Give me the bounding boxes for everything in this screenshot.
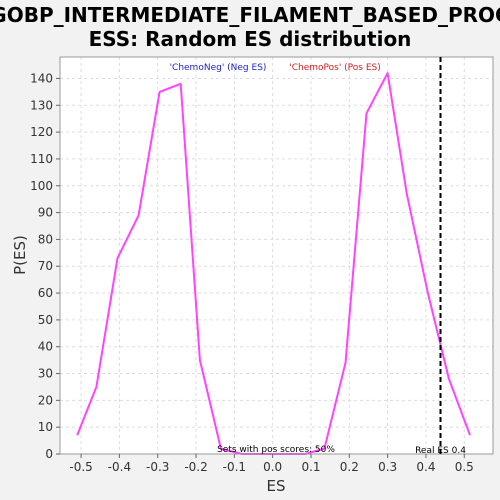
legend-entry-pos: 'ChemoPos' (Pos ES)	[289, 63, 381, 73]
x-tick-label: -0.1	[223, 460, 246, 474]
y-tick-label: 90	[38, 206, 53, 220]
x-tick-label: 0.3	[378, 460, 397, 474]
y-axis-label: P(ES)	[11, 235, 29, 275]
x-tick-label: -0.5	[69, 460, 92, 474]
x-tick-label: 0.1	[301, 460, 320, 474]
y-tick-label: 120	[30, 125, 53, 139]
legend-entry-neg: 'ChemoNeg' (Neg ES)	[170, 63, 267, 73]
pos-scores-annotation: Sets with pos scores: 50%	[217, 445, 335, 455]
y-tick-label: 10	[38, 420, 53, 434]
y-tick-label: 50	[38, 313, 53, 327]
x-tick-label: 0.0	[263, 460, 282, 474]
y-tick-label: 20	[38, 393, 53, 407]
real-es-label: Real ES 0.4	[415, 446, 466, 456]
y-tick-label: 60	[38, 286, 53, 300]
x-tick-label: -0.4	[108, 460, 131, 474]
x-tick-label: -0.3	[146, 460, 169, 474]
grid-lines	[60, 57, 493, 454]
reference-line-group: Real ES 0.4	[415, 57, 466, 456]
y-tick-label: 140	[30, 71, 53, 85]
y-tick-label: 130	[30, 98, 53, 112]
y-tick-label: 0	[45, 447, 53, 461]
plot-border	[59, 56, 494, 455]
x-tick-label: -0.2	[184, 460, 207, 474]
chart-title-line-2: ESS: Random ES distribution	[89, 27, 412, 51]
y-tick-label: 70	[38, 259, 53, 273]
x-axis-label: ES	[267, 477, 286, 495]
x-tick-label: 0.4	[416, 460, 435, 474]
y-tick-label: 100	[30, 179, 53, 193]
x-tick-label: 0.5	[455, 460, 474, 474]
plot-area	[60, 57, 493, 454]
chart-title-line-1: GOBP_INTERMEDIATE_FILAMENT_BASED_PROC	[0, 3, 500, 27]
y-tick-label: 110	[30, 152, 53, 166]
y-tick-label: 40	[38, 340, 53, 354]
x-tick-label: 0.2	[340, 460, 359, 474]
y-tick-label: 30	[38, 367, 53, 381]
y-tick-label: 80	[38, 232, 53, 246]
axes-group: 0 10 20 30 40 50 60 70 80 90 100 110 120 130 140 -0.5 -0…	[30, 71, 474, 474]
